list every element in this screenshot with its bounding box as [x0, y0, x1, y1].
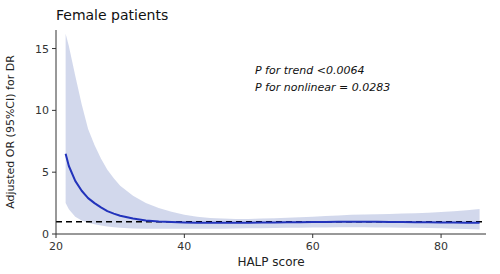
y-tick-label: 5	[42, 166, 49, 179]
page: {"chart_data": { "type": "line", "title"…	[0, 0, 500, 274]
y-tick	[52, 172, 56, 173]
y-tick-label: 10	[35, 104, 49, 117]
plot-area	[56, 34, 486, 230]
x-tick	[184, 234, 185, 238]
curve	[66, 154, 480, 223]
x-axis-line	[56, 234, 486, 235]
x-tick	[56, 234, 57, 238]
x-axis-label: HALP score	[237, 255, 304, 269]
annotation-line: P for trend <0.0064	[255, 64, 365, 77]
annotation: P for trend <0.0064 P for nonlinear = 0.0…	[255, 64, 390, 94]
y-tick	[52, 110, 56, 111]
x-tick-label: 80	[434, 240, 448, 253]
x-tick-label: 20	[49, 240, 63, 253]
x-tick	[441, 234, 442, 238]
axes: 20 40 60 80 0 5 10 15	[35, 30, 486, 253]
ci-band	[66, 34, 480, 230]
title: Female patients	[56, 7, 168, 23]
x-tick-label: 60	[306, 240, 320, 253]
y-axis-line	[56, 30, 57, 234]
x-tick-label: 40	[177, 240, 191, 253]
annotation-line: P for nonlinear = 0.0283	[255, 81, 390, 94]
y-tick-label: 0	[42, 228, 49, 241]
chart: 20 40 60 80 0 5 10 15 HALP score Adjusted OR (95%…	[0, 0, 500, 274]
y-axis-label: Adjusted OR (95%CI) for DR	[4, 55, 17, 209]
y-tick	[52, 234, 56, 235]
y-tick	[52, 48, 56, 49]
x-tick	[312, 234, 313, 238]
y-tick-label: 15	[35, 43, 49, 56]
